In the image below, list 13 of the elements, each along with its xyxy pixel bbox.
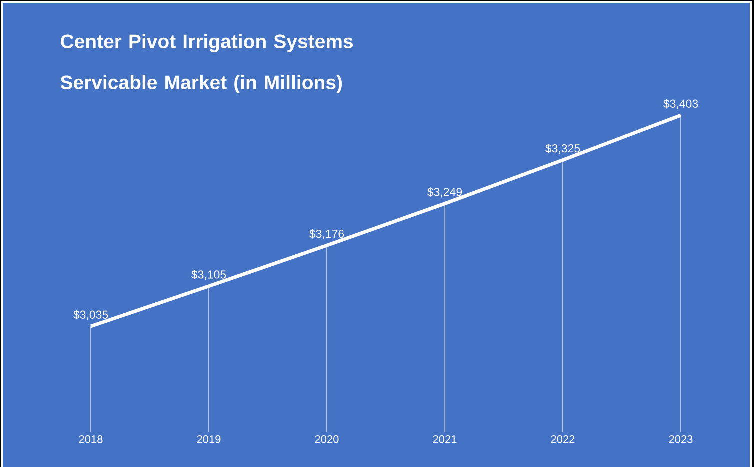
x-tick-label: 2019 (197, 436, 221, 444)
x-tick-label: 2022 (551, 436, 575, 444)
data-label: $3,403 (664, 99, 698, 110)
data-label: $3,249 (428, 188, 462, 198)
data-label: $3,176 (310, 229, 344, 240)
data-label: $3,325 (546, 144, 580, 154)
x-tick-label: 2020 (315, 436, 339, 444)
x-tick-label: 2023 (669, 436, 693, 444)
data-label: $3,035 (74, 310, 108, 320)
x-tick-label: 2021 (433, 436, 457, 444)
data-label: $3,105 (192, 270, 226, 280)
x-tick-label: 2018 (79, 436, 103, 444)
chart-title: Center Pivot Irrigation Systems Servicable Market (in Millions) (60, 34, 354, 94)
